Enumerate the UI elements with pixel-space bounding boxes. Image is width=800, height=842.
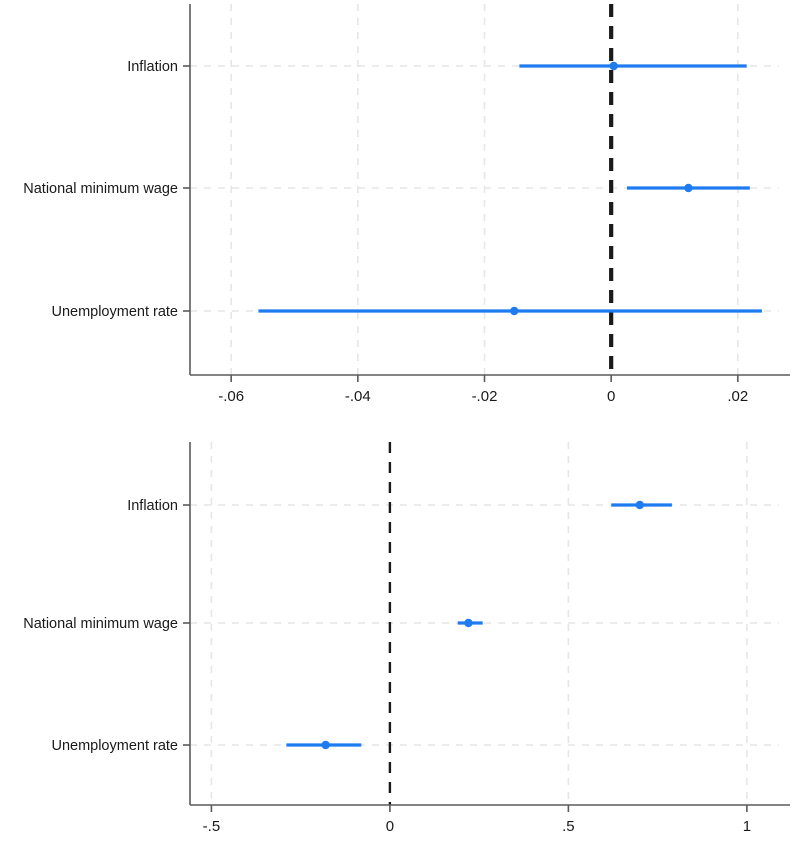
estimate-point-marker [464, 618, 473, 628]
plot-canvas-top: Inflation National minimum wage Unemployme… [23, 4, 790, 405]
estimate-point-marker [684, 183, 693, 193]
x-axis-tick-label: -.5 [203, 818, 221, 835]
y-axis-category-label: National minimum wage [23, 616, 178, 632]
estimate-point-marker [609, 61, 618, 71]
estimate-point-marker [635, 500, 644, 510]
x-axis-tick-label: -.02 [472, 388, 498, 405]
y-axis-category-label: Unemployment rate [51, 304, 178, 320]
x-axis-tick-label: 0 [386, 818, 394, 835]
x-axis-tick-label: .5 [562, 818, 575, 835]
estimate-point-marker [510, 306, 519, 316]
plot-canvas-bottom: Inflation National minimum wage Unemployme… [23, 442, 790, 835]
coefficient-plot-panel-bottom: Inflation National minimum wage Unemployme… [0, 420, 800, 842]
y-axis-category-label: Inflation [127, 498, 178, 514]
y-axis-category-label: Inflation [127, 59, 178, 75]
x-axis-tick-label: .02 [727, 388, 748, 405]
y-axis-category-label: Unemployment rate [51, 738, 178, 754]
y-axis-category-label: National minimum wage [23, 181, 178, 197]
coefficient-plot-panel-top: Inflation National minimum wage Unemployme… [0, 0, 800, 420]
x-axis-tick-label: -.04 [345, 388, 371, 405]
x-axis-tick-label: 0 [607, 388, 615, 405]
estimate-point-marker [321, 740, 330, 750]
x-axis-tick-label: 1 [743, 818, 751, 835]
x-axis-tick-label: -.06 [218, 388, 244, 405]
